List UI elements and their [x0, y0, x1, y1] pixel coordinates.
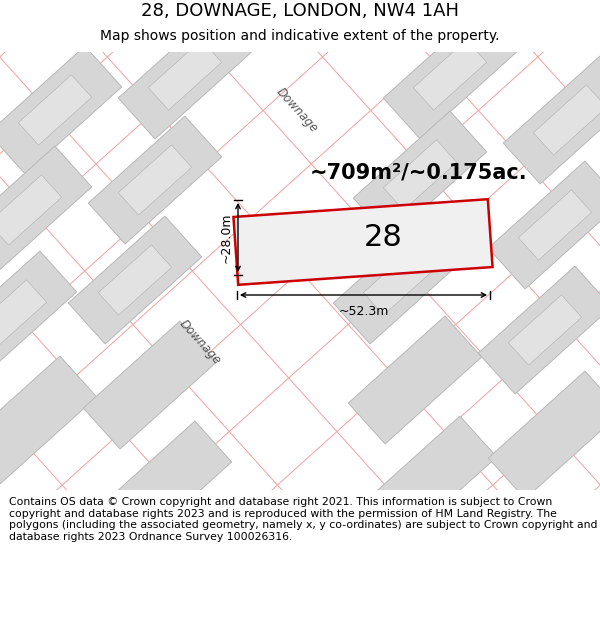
Text: ~709m²/~0.175ac.: ~709m²/~0.175ac.	[310, 162, 527, 182]
Polygon shape	[333, 216, 467, 344]
Polygon shape	[98, 245, 172, 315]
Text: 28, DOWNAGE, LONDON, NW4 1AH: 28, DOWNAGE, LONDON, NW4 1AH	[141, 2, 459, 21]
Text: Map shows position and indicative extent of the property.: Map shows position and indicative extent…	[100, 29, 500, 43]
Text: ~28.0m: ~28.0m	[220, 213, 233, 262]
Polygon shape	[488, 371, 600, 499]
Polygon shape	[118, 11, 252, 139]
Polygon shape	[364, 245, 437, 315]
Polygon shape	[478, 266, 600, 394]
Text: 28: 28	[364, 222, 403, 251]
Polygon shape	[503, 56, 600, 184]
Polygon shape	[88, 116, 222, 244]
Polygon shape	[0, 46, 122, 174]
Text: Contains OS data © Crown copyright and database right 2021. This information is : Contains OS data © Crown copyright and d…	[9, 497, 598, 542]
Polygon shape	[0, 146, 92, 274]
Polygon shape	[383, 140, 457, 210]
Polygon shape	[508, 295, 581, 365]
Polygon shape	[413, 40, 487, 110]
Polygon shape	[488, 161, 600, 289]
Polygon shape	[348, 316, 482, 444]
Text: Downage: Downage	[274, 85, 320, 135]
Polygon shape	[0, 280, 47, 350]
Polygon shape	[0, 175, 62, 245]
Polygon shape	[98, 421, 232, 549]
Polygon shape	[353, 111, 487, 239]
Polygon shape	[518, 190, 592, 260]
Polygon shape	[83, 321, 217, 449]
Polygon shape	[533, 85, 600, 155]
Polygon shape	[19, 75, 92, 145]
Polygon shape	[0, 356, 97, 484]
Polygon shape	[118, 145, 191, 215]
Text: ~52.3m: ~52.3m	[338, 305, 389, 318]
Polygon shape	[0, 251, 77, 379]
Polygon shape	[363, 416, 497, 544]
Polygon shape	[233, 199, 493, 285]
Polygon shape	[68, 216, 202, 344]
Text: Downage: Downage	[176, 317, 223, 367]
Polygon shape	[383, 11, 517, 139]
Polygon shape	[148, 40, 221, 110]
